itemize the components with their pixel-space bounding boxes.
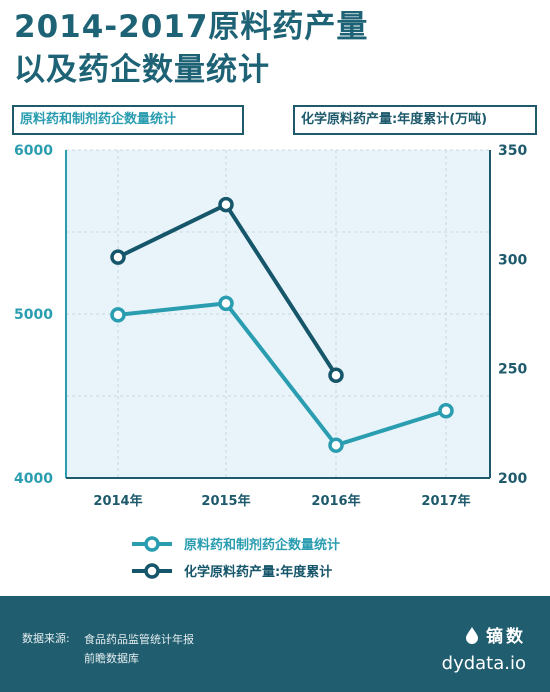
left-axis-title: 原料药和制剂药企数量统计 (12, 105, 244, 135)
source-line-1: 食品药品监管统计年报 (84, 633, 194, 646)
series-point-1 (438, 403, 454, 419)
chart-svg: 6000 5000 4000 350 300 250 200 2014年 2015年 2016年 2… (14, 143, 527, 580)
legend-label-1: 原料药和制剂药企数量统计 (184, 537, 340, 553)
title-line-1: 2014-2017原料药产量 (14, 9, 369, 45)
legend-marker-1 (144, 536, 160, 552)
x-tick-label: 2017年 (421, 493, 470, 509)
title-line-2: 以及药企数量统计 (14, 52, 270, 88)
series-point-1 (110, 307, 126, 323)
right-tick-label: 200 (498, 471, 527, 487)
x-tick-label: 2016年 (311, 493, 360, 509)
footer: 数据来源: 食品药品监管统计年报 前瞻数据库 镝数 dydata.io (0, 596, 550, 692)
series-line-1 (117, 301, 447, 448)
series-point-2 (328, 367, 344, 383)
brand: 镝数 dydata.io (442, 622, 526, 674)
left-tick-label: 6000 (14, 143, 53, 159)
left-tick-label: 5000 (14, 307, 53, 323)
series-point-2 (218, 196, 234, 213)
chart-title: 2014-2017原料药产量 以及药企数量统计 (14, 6, 534, 92)
series-point-2 (110, 249, 126, 265)
x-tick-label: 2014年 (93, 493, 142, 509)
right-tick-label: 350 (498, 143, 527, 159)
right-tick-label: 300 (498, 252, 527, 268)
right-axis-title: 化学原料药产量:年度累计(万吨) (293, 105, 537, 135)
x-tick-label: 2015年 (201, 493, 250, 509)
brand-url: dydata.io (441, 653, 526, 674)
right-tick-label: 250 (498, 362, 527, 378)
series-point-1 (328, 437, 344, 453)
source-label: 数据来源: (22, 632, 70, 645)
drop-logo-icon (464, 626, 480, 649)
series-point-1 (218, 295, 234, 312)
source-line-2: 前瞻数据库 (84, 652, 139, 665)
left-tick-label: 4000 (14, 471, 53, 487)
brand-name: 镝数 (486, 627, 526, 647)
source-lines: 食品药品监管统计年报 前瞻数据库 (84, 630, 194, 668)
legend-label-2: 化学原料药产量:年度累计 (184, 564, 332, 580)
legend-marker-2 (144, 563, 160, 579)
